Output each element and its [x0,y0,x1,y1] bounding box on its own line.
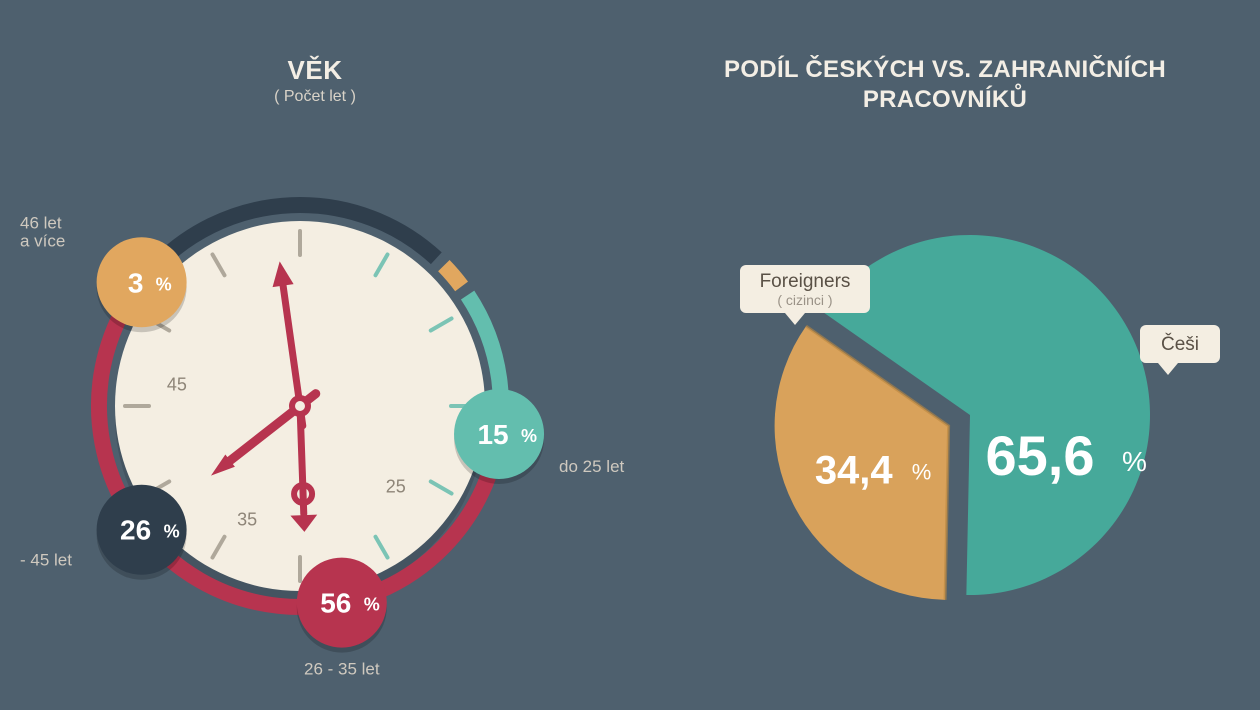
age-segment-label-2: - 45 let [20,551,72,570]
pie-value-cesi: 65,6 [986,424,1095,487]
age-segment-label-3: 46 leta více [20,213,65,250]
age-subtitle: ( Počet let ) [0,88,630,106]
gauge-tick-25: 25 [386,476,406,496]
age-badge-pct-3: % [156,274,172,294]
svg-text:Foreigners: Foreigners [760,271,851,292]
svg-text:Češi: Češi [1161,333,1199,355]
age-badge-value-3: 3 [128,267,144,298]
svg-text:%: % [1122,446,1147,477]
age-badge-value-2: 26 [120,515,151,546]
svg-text:%: % [912,460,932,485]
age-segment-label-0: do 25 let [559,457,624,476]
share-title-line2: PRACOVNÍKŮ [863,86,1027,113]
share-title: PODÍL ČESKÝCH VS. ZAHRANIČNÍCH PRACOVNÍK… [630,55,1260,115]
age-badge-value-0: 15 [477,419,508,450]
pie-value-foreigners: 34,4 [815,449,894,493]
age-badge-pct-1: % [364,595,380,615]
share-panel: PODÍL ČESKÝCH VS. ZAHRANIČNÍCH PRACOVNÍK… [630,55,1260,660]
age-badge-pct-0: % [521,426,537,446]
age-panel: VĚK ( Počet let ) 25354515%do 25 let56%2… [0,55,630,691]
gauge-tick-45: 45 [167,374,187,394]
gauge-tick-35: 35 [237,509,257,529]
age-gauge: 25 35 45 15% do 25 let 56% 26 - 35 let 26% - 45 … [0,106,630,686]
share-title-line1: PODÍL ČESKÝCH VS. ZAHRANIČNÍCH [724,56,1166,83]
share-pie: 65,6% 34,4% Češi Foreigners( cizinci ) [630,115,1260,655]
age-title: VĚK [0,55,630,86]
svg-text:( cizinci ): ( cizinci ) [777,292,832,308]
age-badge-value-1: 56 [320,588,351,619]
age-segment-label-1: 26 - 35 let [304,660,380,679]
age-badge-pct-2: % [164,522,180,542]
